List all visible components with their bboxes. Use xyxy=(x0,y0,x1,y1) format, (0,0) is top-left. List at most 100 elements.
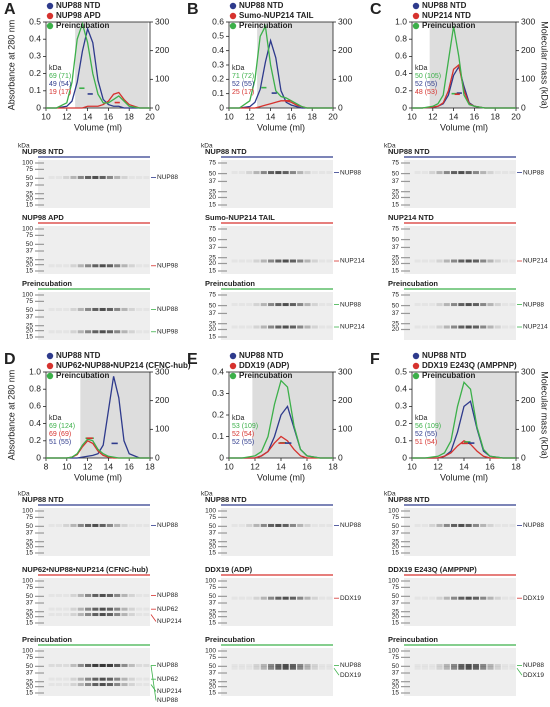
gel-band xyxy=(128,683,135,687)
x-tick-label: 14 xyxy=(276,461,286,471)
gel-band xyxy=(55,264,62,268)
mass-table-row: 52 (55) xyxy=(232,439,254,446)
gel-band xyxy=(458,303,465,307)
marker-label: 50 xyxy=(392,523,400,530)
gel-unit: kDa xyxy=(201,491,213,498)
gel-band xyxy=(85,523,92,527)
gel-band xyxy=(253,523,260,527)
gel-band xyxy=(509,663,516,667)
plot-frame xyxy=(45,21,151,109)
marker-label: 37 xyxy=(392,178,400,185)
mass-table-row: 51 (55) xyxy=(49,439,71,446)
gel-band xyxy=(311,666,318,670)
gel-band xyxy=(246,666,253,670)
gel-band xyxy=(472,325,479,329)
gel-band xyxy=(458,663,465,667)
legend-label: Preincubation xyxy=(422,371,475,380)
legend-swatch xyxy=(229,372,237,380)
legend-swatch xyxy=(412,372,420,380)
gel-band xyxy=(414,259,421,263)
gel-band xyxy=(136,307,143,311)
gel-band xyxy=(465,259,472,263)
marker-label: 50 xyxy=(26,593,34,600)
gel-band xyxy=(48,663,55,667)
gel-band xyxy=(106,523,113,527)
plot-frame xyxy=(411,21,517,109)
gel-band xyxy=(260,303,267,307)
gel-band xyxy=(63,330,70,334)
marker-label: 37 xyxy=(392,244,400,251)
marker-label: 20 xyxy=(209,613,217,620)
legend-swatch xyxy=(46,352,54,360)
absorbance-curve xyxy=(46,26,150,109)
legend-swatch xyxy=(229,12,237,20)
gel-band xyxy=(85,593,92,597)
gel-band xyxy=(99,175,106,179)
y-tick-label: 0 xyxy=(36,102,41,112)
gel-band xyxy=(253,325,260,329)
x-tick-label: 18 xyxy=(328,461,338,471)
gel-band xyxy=(326,303,333,307)
gel-band xyxy=(458,259,465,263)
x-tick-label: 10 xyxy=(62,461,72,471)
gel-band xyxy=(92,330,99,334)
gel-band xyxy=(443,171,450,175)
marker-label: 15 xyxy=(209,334,217,341)
gel-band xyxy=(297,325,304,329)
band-label: NUP88 xyxy=(523,169,544,176)
gel-band xyxy=(136,175,143,179)
marker-label: 15 xyxy=(392,550,400,557)
x-tick-label: 10 xyxy=(407,461,417,471)
x-tick-label: 12 xyxy=(62,111,72,121)
mass-table-row: 69 (69) xyxy=(49,431,71,438)
marker-label: 37 xyxy=(209,310,217,317)
gel-band xyxy=(436,303,443,307)
mass-table-row: 19 (17) xyxy=(49,89,71,96)
marker-label: 25 xyxy=(392,320,400,327)
gel-band xyxy=(429,259,436,263)
marker-label: 37 xyxy=(26,248,34,255)
band-label: DDX19 xyxy=(340,595,361,602)
gel-band xyxy=(77,613,84,617)
gel-band xyxy=(70,593,77,597)
gel-band xyxy=(63,663,70,667)
y-tick-label: 0.6 xyxy=(212,16,224,26)
marker-label: 15 xyxy=(209,202,217,209)
gel-band xyxy=(70,175,77,179)
gel-band xyxy=(311,171,318,175)
legend-label: DDX19 E243Q (AMPPNP) xyxy=(422,361,517,370)
gel-band xyxy=(143,175,150,179)
marker-label: 25 xyxy=(26,608,34,615)
fraction-region xyxy=(435,372,516,458)
gel-band xyxy=(451,325,458,329)
marker-label: 50 xyxy=(26,523,34,530)
gel-band xyxy=(319,325,326,329)
y2-tick-label: 300 xyxy=(338,16,352,26)
gel-image xyxy=(38,578,150,626)
y-tick-label: 0.6 xyxy=(29,401,41,411)
legend-label: Preincubation xyxy=(239,371,292,380)
gel-band xyxy=(311,259,318,263)
legend-swatch xyxy=(46,362,54,370)
gel-band xyxy=(48,175,55,179)
gel-band xyxy=(304,325,311,329)
y-tick-label: 0 xyxy=(219,102,224,112)
legend-label: Preincubation xyxy=(56,371,109,380)
gel-band xyxy=(70,607,77,611)
marker-label: 37 xyxy=(26,670,34,677)
marker-label: 75 xyxy=(26,584,34,591)
gel-band xyxy=(55,330,62,334)
band-label: NUP88 xyxy=(157,662,178,669)
band-label: NUP214 xyxy=(157,618,182,625)
gel-band xyxy=(77,175,84,179)
marker-label: 20 xyxy=(392,613,400,620)
y-tick-label: 0.4 xyxy=(395,68,407,78)
gel-band xyxy=(275,325,282,329)
panel-letter: F xyxy=(370,351,380,368)
x-tick-label: 18 xyxy=(145,461,155,471)
gel-band xyxy=(48,264,55,268)
y-tick-label: 0.2 xyxy=(395,418,407,428)
gel-band xyxy=(326,666,333,670)
marker-label: 100 xyxy=(205,508,216,515)
legend-label: NUP62•NUP88•NUP214 (CFNC-hub) xyxy=(56,361,191,370)
